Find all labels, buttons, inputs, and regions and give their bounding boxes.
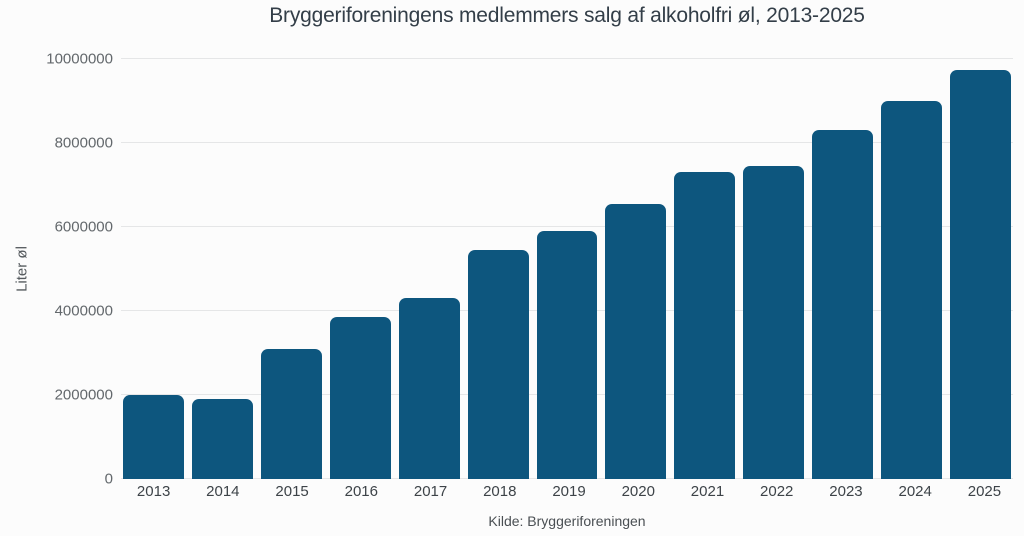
y-tick-label-0: 0	[104, 470, 113, 488]
bar-2020	[605, 203, 667, 479]
bar-2024	[881, 101, 943, 479]
x-tick-label-2014: 2014	[206, 483, 240, 500]
x-tick-label-2013: 2013	[136, 483, 171, 500]
bar-2021	[674, 172, 736, 479]
y-tick-label-10000000: 10000000	[46, 50, 113, 68]
y-tick-label-4000000: 4000000	[54, 302, 113, 320]
x-tick-label-2025: 2025	[967, 483, 1002, 500]
bar-2022	[743, 166, 805, 479]
y-tick-label-8000000: 8000000	[54, 134, 113, 152]
x-tick-label-2020: 2020	[621, 483, 655, 500]
x-tick-label-2015: 2015	[275, 483, 309, 500]
x-tick-label-2023: 2023	[829, 483, 863, 500]
x-tick-label-2019: 2019	[552, 483, 586, 500]
x-tick-label-2016: 2016	[344, 483, 378, 500]
chart-title: Bryggeriforeningens medlemmers salg af a…	[269, 4, 865, 27]
x-tick-label-2022: 2022	[760, 483, 794, 500]
bar-2016	[329, 317, 391, 479]
y-axis: 0 2000000 4000000 6000000 8000000 10000000	[0, 52, 113, 487]
x-tick-label-2021: 2021	[690, 483, 725, 500]
x-tick-label-2024: 2024	[898, 483, 932, 500]
bar-2017	[398, 298, 460, 479]
bar-2013	[123, 395, 184, 479]
gridline-10000000	[121, 58, 1013, 59]
bar-2019	[536, 231, 598, 479]
y-tick-label-2000000: 2000000	[54, 386, 113, 404]
bar-2015	[260, 348, 322, 479]
chart-source-caption: Kilde: Bryggeriforeningen	[488, 513, 646, 529]
bar-2023	[812, 130, 874, 479]
y-tick-label-6000000: 6000000	[54, 218, 113, 236]
bar-row	[121, 59, 1013, 479]
bar-2025	[950, 69, 1011, 479]
x-tick-label-2018: 2018	[483, 483, 517, 500]
gridline-6000000	[121, 226, 1013, 227]
x-tick-label-2017: 2017	[413, 483, 448, 500]
gridline-8000000	[121, 142, 1013, 143]
bar-2018	[467, 250, 529, 479]
bar-2014	[191, 399, 253, 479]
plot-area	[121, 58, 1013, 479]
x-axis: 2013 2014 2015 2016 2017 2018 2019 2020 2021 2022…	[121, 483, 1017, 500]
